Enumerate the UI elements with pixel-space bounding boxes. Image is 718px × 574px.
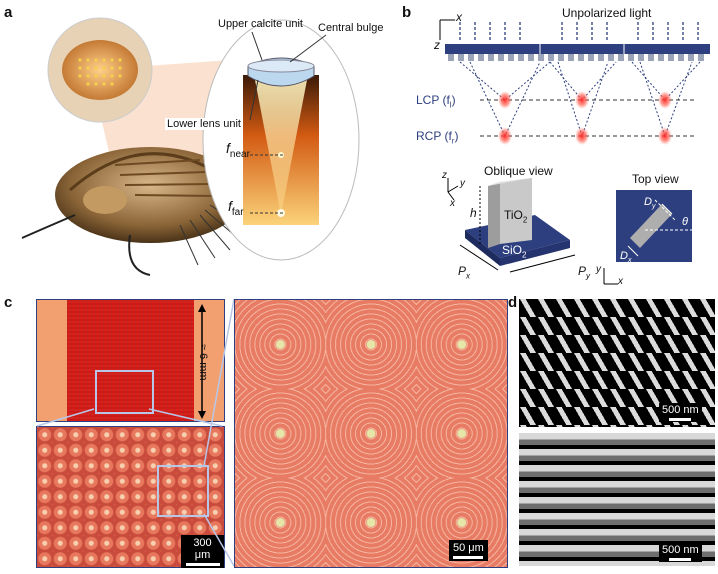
panel-c: c ≈ 6 mm 300 μm 50 μm <box>0 292 515 574</box>
dy-label: Dy <box>644 196 656 211</box>
array-overview-image: ≈ 6 mm <box>36 299 225 422</box>
scalebar-50um: 50 μm <box>449 540 488 561</box>
tio2-label: TiO2 <box>504 208 528 225</box>
panel-b: b Unpolarized light x z <box>400 0 718 290</box>
scalebar-300um: 300 μm <box>181 535 224 568</box>
panel-b-letter: b <box>402 4 412 21</box>
lens-array-image: 300 μm <box>36 426 225 568</box>
rcp-label: RCP (fr) <box>416 129 459 146</box>
top-axis-y: y <box>596 264 601 275</box>
panel-d-letter: d <box>508 294 518 311</box>
panel-a: a <box>0 0 400 290</box>
f-near-label: fnear <box>226 140 250 160</box>
zoom-connectors <box>36 298 235 567</box>
sem-oblique-view: 500 nm <box>519 433 715 566</box>
unpolarized-light-label: Unpolarized light <box>562 6 652 20</box>
oblique-view-title: Oblique view <box>484 164 553 178</box>
scalebar-300-text: 300 μm <box>193 537 212 561</box>
f-far-label: ffar <box>228 198 244 218</box>
metalens-focusing-diagram <box>439 19 710 145</box>
upper-calcite-label: Upper calcite unit <box>218 18 303 30</box>
sem-top-view: 500 nm <box>519 299 715 427</box>
top-view-cell <box>603 190 692 285</box>
scalebar-50-text: 50 μm <box>453 542 484 554</box>
dx-label: Dx <box>620 250 632 265</box>
theta-label: θ <box>682 216 688 228</box>
panel-a-letter: a <box>4 4 13 21</box>
top-axis-x: x <box>618 276 623 287</box>
trilobite-illustration <box>21 17 360 276</box>
height-label: h <box>470 206 477 220</box>
zoomed-micrograph: 50 μm <box>234 299 508 568</box>
oblique-unit-cell <box>447 178 576 273</box>
lower-lens-label: Lower lens unit <box>165 118 243 130</box>
central-bulge-label: Central bulge <box>318 22 384 34</box>
oblique-axis-y: y <box>460 178 465 189</box>
scalebar-500nm-bottom: 500 nm <box>659 543 702 562</box>
scalebar-bottom-text: 500 nm <box>662 544 699 556</box>
panel-c-letter: c <box>4 294 13 311</box>
py-label: Py <box>578 264 591 281</box>
lcp-label: LCP (fl) <box>416 93 456 110</box>
focal-spots <box>498 91 672 145</box>
sio2-label: SiO2 <box>502 243 527 260</box>
scalebar-top-text: 500 nm <box>662 404 699 416</box>
oblique-axis-x: x <box>450 198 455 209</box>
axis-z-label: z <box>434 38 440 52</box>
axis-x-label: x <box>456 10 462 24</box>
panel-d: d 500 nm 500 nm <box>508 292 718 574</box>
scalebar-500nm-top: 500 nm <box>659 403 702 422</box>
px-label: Px <box>458 264 471 281</box>
top-view-title: Top view <box>632 172 679 186</box>
oblique-axis-z: z <box>442 170 447 181</box>
